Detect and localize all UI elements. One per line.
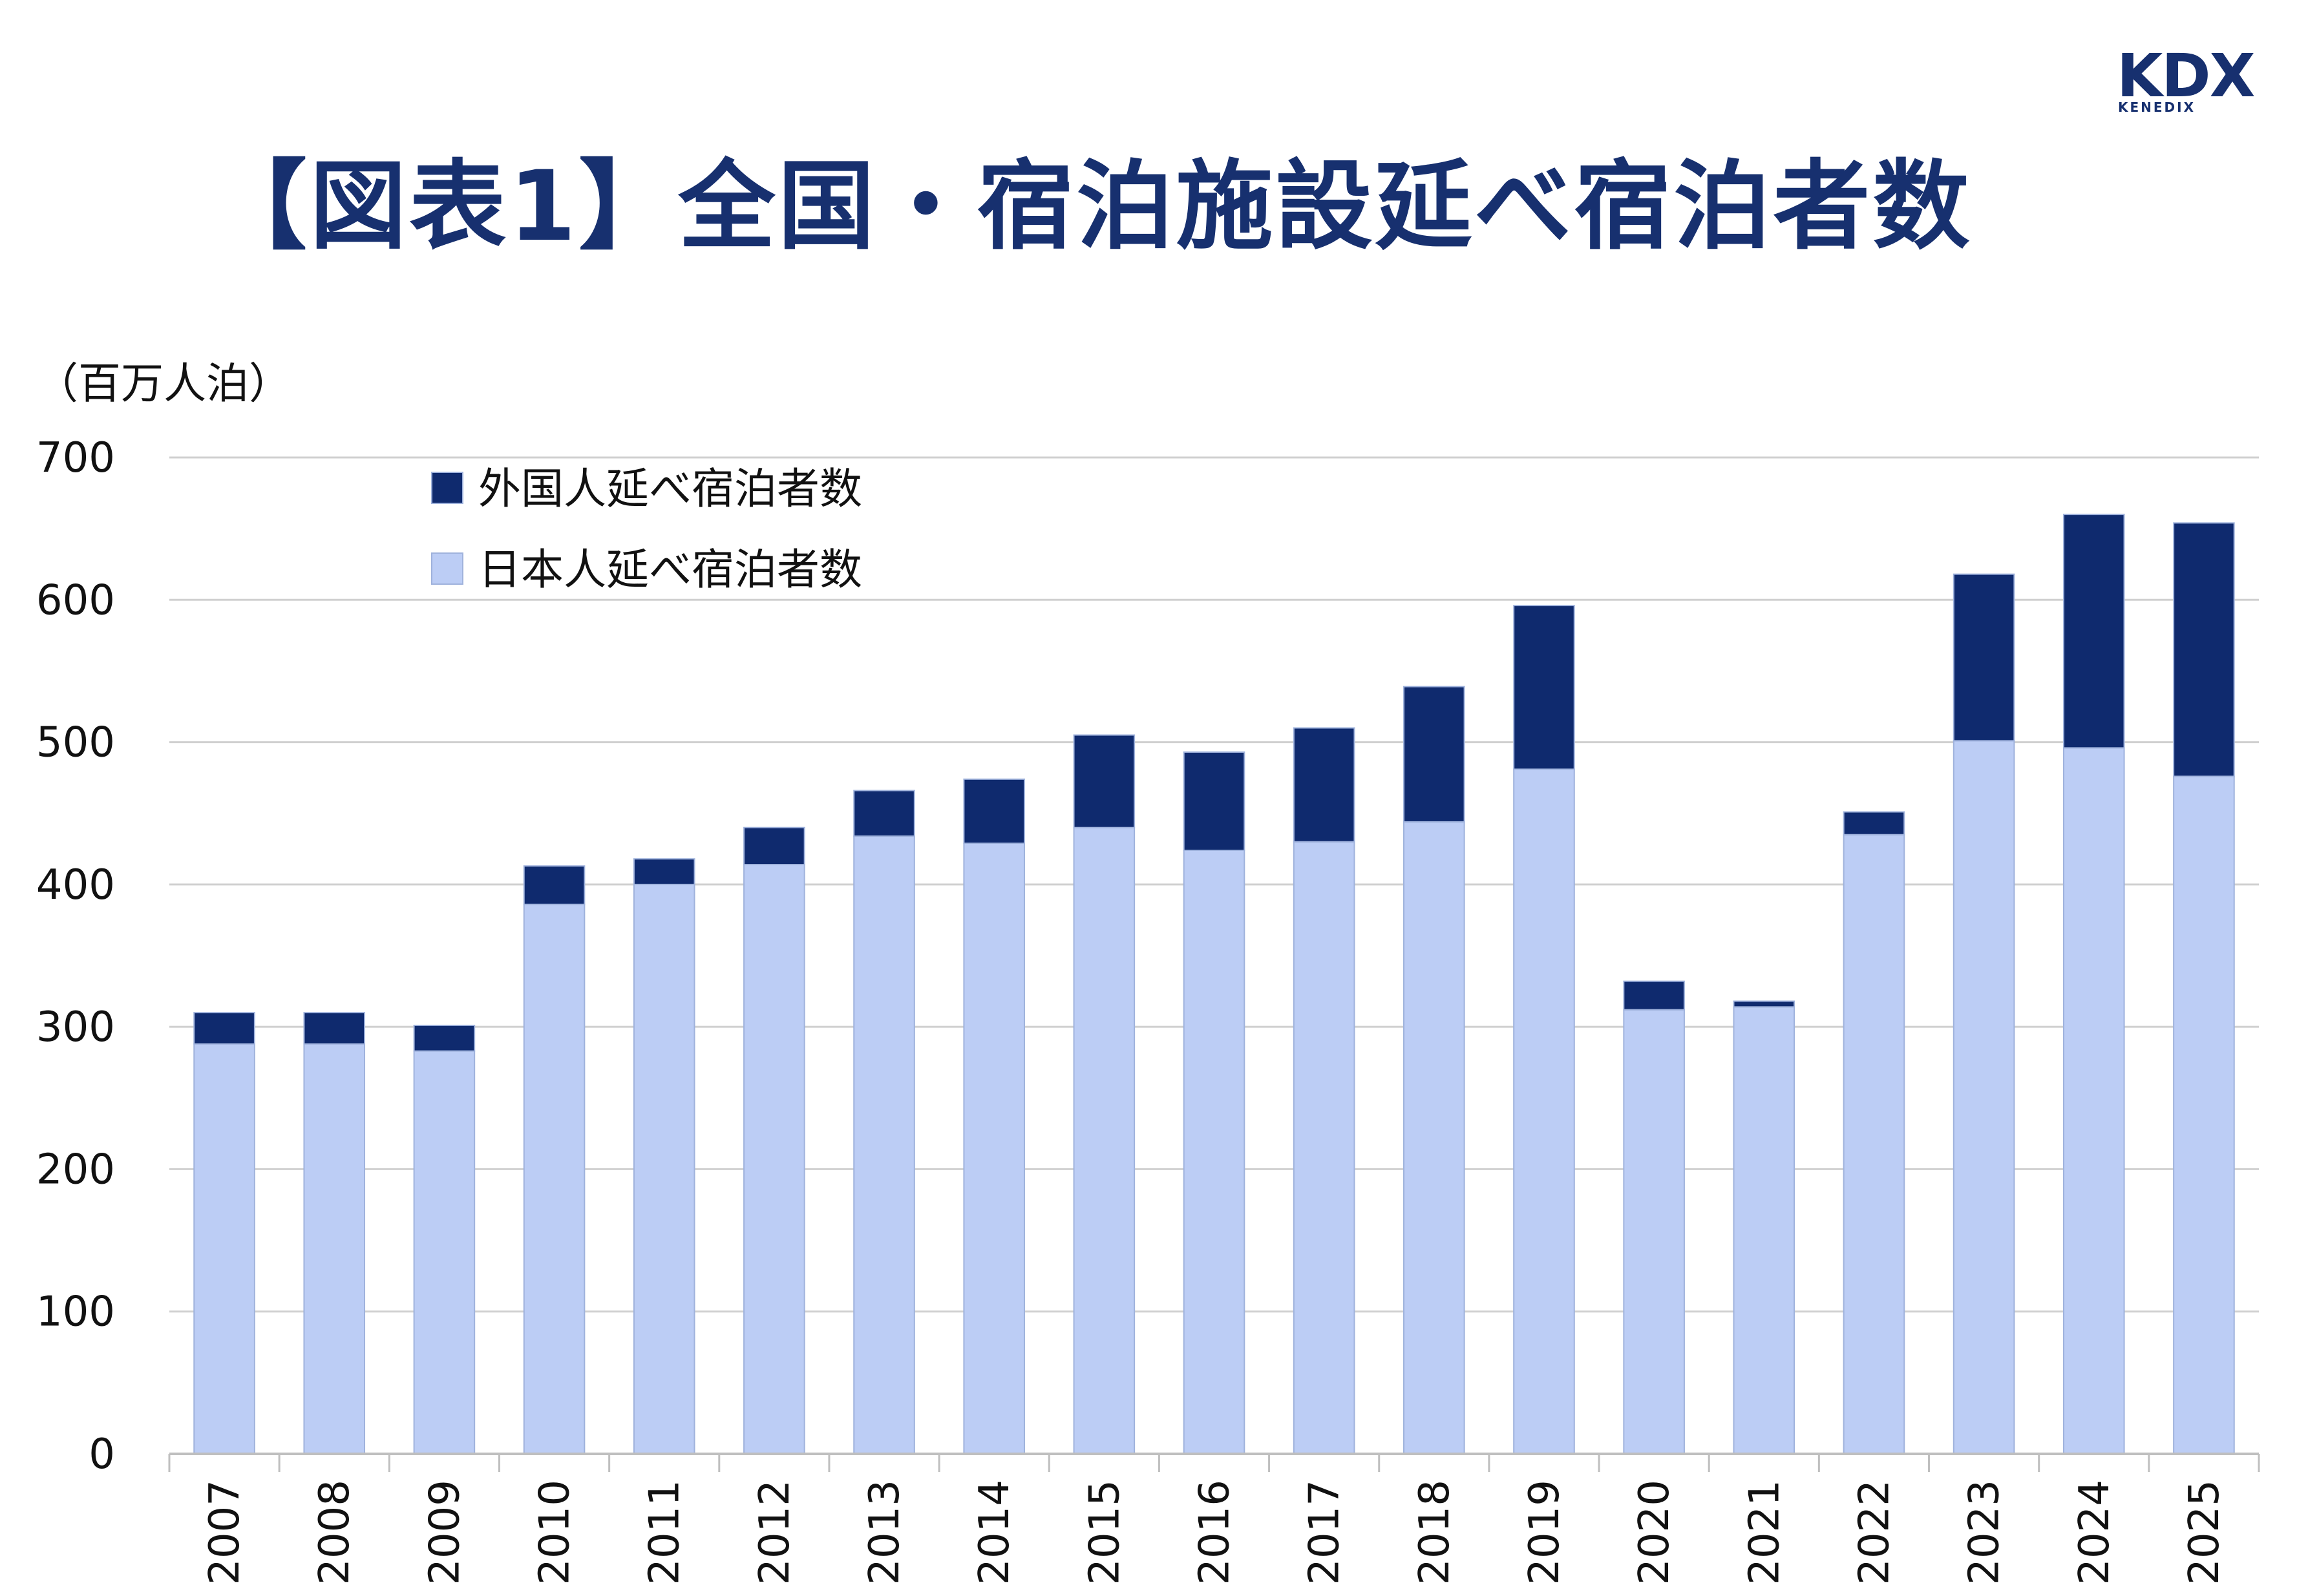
bar-japanese-2011: [633, 883, 695, 1455]
x-tick-label: 2024: [2071, 1480, 2119, 1585]
x-tick-label: 2016: [1191, 1480, 1239, 1585]
bar-foreign-2016: [1183, 751, 1245, 851]
x-tick-label: 2018: [1411, 1480, 1459, 1585]
x-tick-label: 2025: [2181, 1480, 2229, 1585]
y-tick-label: 500: [36, 719, 115, 767]
bar-japanese-2019: [1513, 768, 1575, 1454]
x-tick-label: 2012: [751, 1480, 799, 1585]
y-tick-label: 600: [36, 576, 115, 624]
bar-foreign-2017: [1293, 727, 1355, 843]
legend-swatch: [431, 552, 463, 585]
bar-japanese-2025: [2173, 775, 2235, 1454]
y-tick-labels: 0 100 200 300 400 500 600 700: [36, 434, 115, 1478]
y-tick-label: 200: [36, 1146, 115, 1193]
bar-foreign-2020: [1623, 980, 1685, 1011]
legend-label: 日本人延べ宿泊者数: [478, 545, 862, 594]
bar-foreign-2025: [2173, 522, 2235, 777]
bar-foreign-2009: [413, 1024, 476, 1052]
legend-label: 外国人延べ宿泊者数: [478, 464, 862, 514]
x-tick-label: 2015: [1081, 1480, 1128, 1585]
bar-japanese-2015: [1073, 826, 1136, 1454]
bar-japanese-2024: [2062, 747, 2125, 1454]
bar-foreign-2013: [853, 790, 915, 837]
bar-foreign-2011: [633, 858, 695, 885]
bar-foreign-2008: [303, 1012, 366, 1045]
y-tick-label: 300: [36, 1003, 115, 1051]
bar-japanese-2023: [1953, 740, 2015, 1454]
bar-japanese-2018: [1403, 821, 1465, 1454]
bar-japanese-2020: [1623, 1009, 1685, 1455]
x-tick-label: 2023: [1961, 1480, 2009, 1585]
x-tick-label: 2021: [1741, 1480, 1788, 1585]
bar-japanese-2017: [1293, 841, 1355, 1455]
y-tick-label: 400: [36, 861, 115, 909]
bar-japanese-2022: [1843, 834, 1905, 1455]
y-tick-label: 0: [89, 1431, 115, 1478]
y-axis-unit-label: （百万人泊）: [36, 359, 291, 408]
bar-foreign-2015: [1073, 734, 1136, 828]
bar-japanese-2021: [1733, 1006, 1795, 1454]
x-tick-labels: 2007 2008 2009 2010 2011 2012 2013 2014 2015 2016…: [201, 1480, 2229, 1585]
x-tick-label: 2011: [641, 1480, 689, 1585]
y-tick-label: 100: [36, 1288, 115, 1336]
x-tick-label: 2017: [1301, 1480, 1349, 1585]
legend-swatch: [431, 472, 463, 504]
logo-main-text: KDX: [2117, 41, 2256, 110]
page-title: 【図表1】全国・宿泊施設延べ宿泊者数: [210, 151, 1973, 263]
bar-foreign-2014: [963, 778, 1025, 844]
bar-foreign-2010: [523, 865, 586, 905]
bar-foreign-2018: [1403, 686, 1465, 823]
bar-japanese-2008: [303, 1043, 366, 1454]
bar-japanese-2009: [413, 1050, 476, 1454]
bar-japanese-2007: [193, 1043, 255, 1454]
axes: [168, 1453, 2260, 1472]
bar-foreign-2024: [2062, 514, 2125, 749]
bar-foreign-2012: [743, 826, 805, 866]
logo-sub-text: KENEDIX: [2118, 100, 2196, 115]
bar-foreign-2007: [193, 1012, 255, 1045]
x-tick-label: 2014: [971, 1480, 1019, 1585]
bars: [193, 514, 2235, 1455]
bar-japanese-2016: [1183, 849, 1245, 1454]
x-tick-label: 2007: [201, 1480, 249, 1585]
x-tick-label: 2009: [421, 1480, 469, 1585]
x-tick-label: 2013: [861, 1480, 909, 1585]
bar-japanese-2012: [743, 864, 805, 1454]
x-tick-label: 2022: [1850, 1480, 1898, 1585]
bar-japanese-2013: [853, 835, 915, 1454]
y-tick-label: 700: [36, 434, 115, 482]
bar-foreign-2021: [1733, 1000, 1795, 1008]
bar-japanese-2014: [963, 842, 1025, 1454]
kdx-logo: KDX KENEDIX: [2117, 41, 2272, 116]
bar-foreign-2023: [1953, 573, 2015, 742]
bar-foreign-2019: [1513, 605, 1575, 770]
bar-japanese-2010: [523, 903, 586, 1454]
x-tick-label: 2010: [531, 1480, 579, 1585]
x-tick-label: 2008: [311, 1480, 359, 1585]
x-tick-label: 2019: [1521, 1480, 1569, 1585]
bar-foreign-2022: [1843, 811, 1905, 835]
x-tick-label: 2020: [1631, 1480, 1678, 1585]
